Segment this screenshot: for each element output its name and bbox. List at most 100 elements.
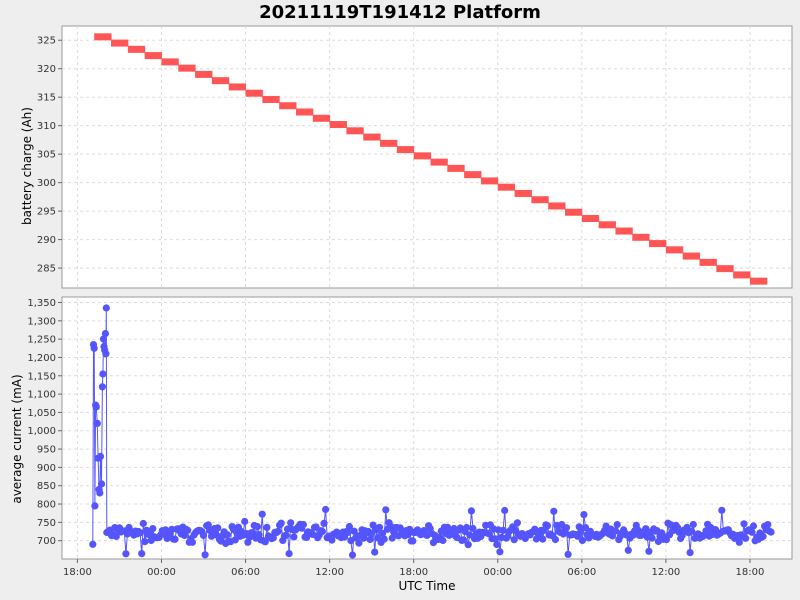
battery-charge-step xyxy=(195,70,213,78)
battery-charge-step xyxy=(161,58,179,66)
y-tick-label: 1,350 xyxy=(27,298,56,309)
battery-charge-step xyxy=(245,89,263,97)
average-current-point xyxy=(122,550,130,558)
average-current-point xyxy=(686,549,694,557)
y-tick-label: 900 xyxy=(37,463,56,474)
average-current-point xyxy=(742,534,750,542)
average-current-axis-label: average current (mA) xyxy=(10,374,24,503)
battery-charge-step xyxy=(548,202,566,210)
battery-charge-step xyxy=(649,240,667,248)
average-current-point xyxy=(99,335,108,343)
average-current-point xyxy=(285,550,293,558)
average-current-point xyxy=(139,519,147,528)
battery-charge-step xyxy=(716,265,734,273)
average-current-point xyxy=(223,531,231,539)
y-tick-label: 320 xyxy=(37,64,56,75)
average-current-point xyxy=(493,540,501,549)
average-current-point xyxy=(258,510,266,518)
average-current-point xyxy=(371,548,379,556)
x-tick-label: 18:00 xyxy=(63,567,92,578)
average-current-point xyxy=(580,510,588,519)
average-current-point xyxy=(367,530,376,538)
battery-charge-step xyxy=(733,271,751,279)
battery-charge-step xyxy=(211,77,230,85)
y-tick-label: 1,150 xyxy=(27,371,56,382)
battery-charge-step xyxy=(279,102,297,110)
average-current-point xyxy=(688,527,696,535)
average-current-point xyxy=(91,502,99,510)
x-axis-label: UTC Time xyxy=(399,579,456,593)
average-current-point xyxy=(550,507,558,515)
y-tick-label: 325 xyxy=(37,36,56,47)
battery-charge-step xyxy=(430,158,448,166)
battery-charge-step xyxy=(615,227,633,235)
x-tick-label: 18:00 xyxy=(399,567,428,578)
battery-charge-axis-label: battery charge (Ah) xyxy=(20,107,34,225)
average-current-point xyxy=(97,480,106,488)
y-tick-label: 800 xyxy=(37,500,56,511)
average-current-point xyxy=(501,506,509,515)
average-current-point xyxy=(249,529,257,537)
x-tick-label: 00:00 xyxy=(483,567,512,578)
y-tick-label: 290 xyxy=(37,235,56,246)
average-current-point xyxy=(253,523,261,531)
average-current-point xyxy=(740,520,748,528)
average-current-point xyxy=(612,527,620,535)
y-tick-label: 305 xyxy=(37,150,56,161)
battery-charge-step xyxy=(144,52,162,60)
average-current-point xyxy=(689,520,697,529)
average-current-point xyxy=(613,521,621,529)
average-current-point xyxy=(171,535,179,543)
battery-charge-panel: 285 290 295 300 305 310 315 320 325 battery char… xyxy=(20,25,793,289)
average-current-point xyxy=(136,529,144,537)
average-current-point xyxy=(241,517,249,526)
battery-charge-step xyxy=(514,189,532,197)
y-tick-label: 1,200 xyxy=(27,353,56,364)
y-tick-label: 950 xyxy=(37,445,56,456)
y-tick-label: 700 xyxy=(37,536,56,547)
y-tick-label: 310 xyxy=(37,121,56,132)
battery-charge-step xyxy=(396,146,415,154)
average-current-point xyxy=(375,523,384,531)
battery-charge-step xyxy=(447,164,465,172)
average-current-point xyxy=(735,538,743,546)
average-current-point xyxy=(92,403,100,411)
average-current-point xyxy=(388,534,396,542)
battery-charge-step xyxy=(127,45,146,53)
average-current-point xyxy=(277,519,285,527)
average-current-point xyxy=(718,506,726,514)
average-current-point xyxy=(532,535,541,543)
average-current-point xyxy=(513,519,522,527)
battery-charge-step xyxy=(665,246,684,254)
average-current-point xyxy=(274,527,282,536)
average-current-point xyxy=(764,521,772,529)
average-current-point xyxy=(149,525,157,533)
average-current-point xyxy=(366,535,374,544)
battery-charge-step xyxy=(497,183,516,191)
y-tick-label: 1,100 xyxy=(27,390,56,401)
average-current-panel: 700 750 800 850 900 950 1,000 1,050 1,100 1,150 1,… xyxy=(10,296,793,560)
average-current-point xyxy=(318,527,326,536)
average-current-point xyxy=(99,370,107,378)
average-current-point xyxy=(379,529,387,537)
average-current-point xyxy=(543,522,552,530)
current-plot-area xyxy=(61,296,793,560)
average-current-point xyxy=(98,383,106,391)
average-current-point xyxy=(444,523,452,532)
battery-charge-step xyxy=(749,277,768,285)
average-current-point xyxy=(348,551,357,559)
battery-charge-step xyxy=(228,83,247,91)
average-current-point xyxy=(355,539,363,547)
average-current-point xyxy=(467,507,475,515)
average-current-point xyxy=(459,536,468,544)
average-current-point xyxy=(510,536,518,544)
average-current-point xyxy=(201,551,209,559)
battery-charge-step xyxy=(480,177,499,185)
average-current-point xyxy=(749,522,758,530)
average-current-point xyxy=(578,536,587,545)
average-current-point xyxy=(102,350,110,358)
battery-charge-step xyxy=(531,196,549,204)
x-tick-label: 00:00 xyxy=(147,567,176,578)
average-current-point xyxy=(214,524,222,532)
average-current-point xyxy=(491,535,499,543)
